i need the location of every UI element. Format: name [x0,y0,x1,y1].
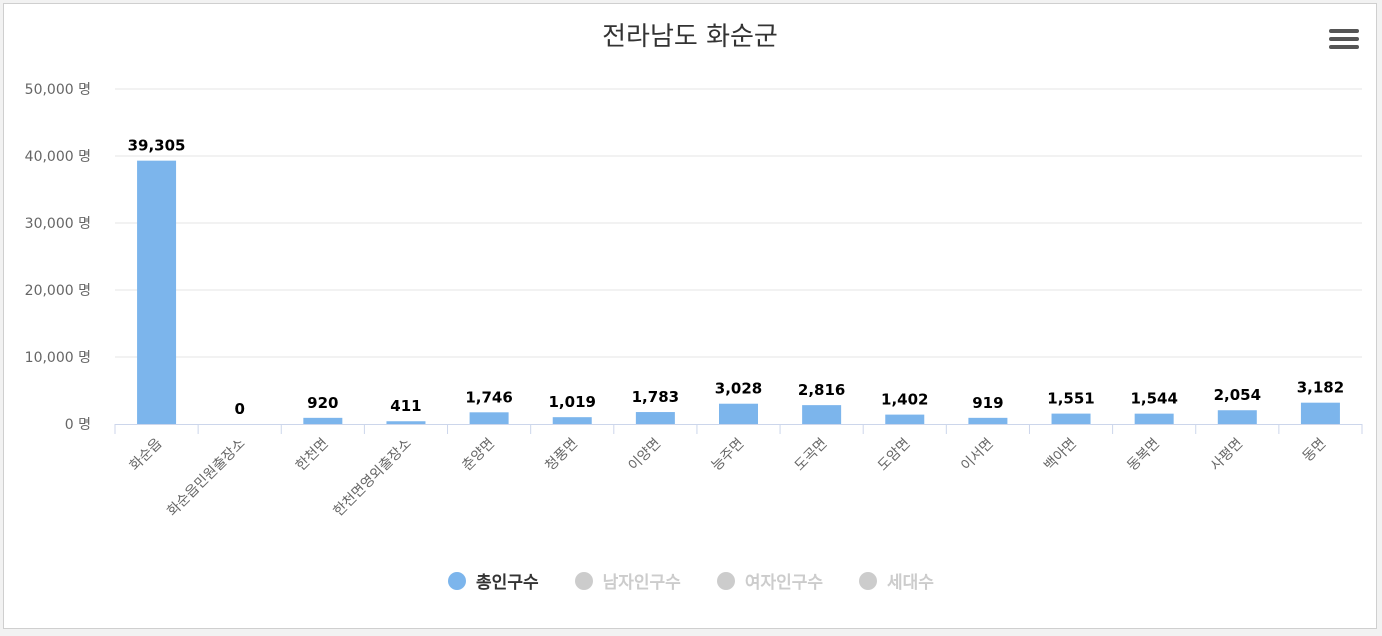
bar [968,417,1008,424]
data-label: 1,783 [632,388,679,406]
legend-item-female-population[interactable]: 여자인구수 [716,568,824,593]
chart-legend: 총인구수 남자인구수 여자인구수 세대수 [0,568,1382,593]
bar [1217,410,1257,424]
legend-label: 여자인구수 [744,573,824,593]
x-tick-label: 한천면 [293,436,332,475]
x-tick-label: 화순읍민원출장소 [164,435,248,519]
data-label: 411 [390,397,421,415]
data-label: 1,746 [465,388,512,406]
bar [469,412,509,424]
data-label: 2,054 [1214,386,1261,404]
x-tick-label: 동면 [1300,436,1330,466]
x-tick-label: 화순읍 [127,435,166,474]
legend-marker [859,571,878,590]
data-label: 3,028 [715,380,762,398]
bar [1300,402,1340,424]
x-tick-label: 동복면 [1124,436,1163,475]
x-tick-label: 한천면영외출장소 [331,435,415,519]
legend-item-male-population[interactable]: 남자인구수 [574,568,681,593]
bar [552,417,592,424]
data-label: 919 [972,394,1003,412]
bar [303,417,343,424]
bar [635,412,675,424]
y-tick-label: 40,000 명 [25,149,91,165]
bar [802,405,842,424]
bar [719,403,758,424]
y-tick-label: 50,000 명 [25,82,91,98]
x-tick-label: 이양면 [626,436,665,475]
data-label: 2,816 [798,381,845,399]
bar [1051,413,1091,424]
chart-container: 전라남도 화순군 [3,3,1377,629]
x-tick-label: 도곡면 [792,436,831,475]
legend-marker [448,571,467,590]
x-tick-label: 사평면 [1207,436,1246,475]
data-label: 1,402 [881,391,928,409]
data-label: 0 [234,400,244,418]
data-label: 1,019 [549,393,596,411]
y-tick-label: 20,000 명 [25,283,91,299]
x-tick-label: 능주면 [709,436,748,475]
x-tick-label: 춘양면 [459,436,498,475]
y-tick-label: 0 명 [65,417,91,433]
x-tick-label: 이서면 [958,436,997,475]
chart-title: 전라남도 화순군 [602,22,778,52]
data-label: 1,551 [1047,390,1094,408]
legend-marker [574,571,593,590]
legend-marker [716,571,735,590]
hamburger-menu-icon[interactable] [1329,29,1359,55]
bar [386,421,426,424]
legend-item-total-population[interactable]: 총인구수 [448,568,539,593]
data-label: 3,182 [1297,379,1344,397]
bar [885,414,925,424]
bar [1134,413,1174,424]
data-label: 1,544 [1130,390,1177,408]
x-tick-label: 청풍면 [542,436,581,475]
x-tick-label: 도암면 [875,436,914,475]
bar-chart: 0 명 10,000 명 20,000 명 30,000 명 40,000 명 50,00… [25,82,1363,520]
bar [137,160,177,424]
legend-item-households[interactable]: 세대수 [859,568,934,593]
legend-label: 남자인구수 [602,573,681,593]
y-tick-label: 10,000 명 [25,350,91,366]
y-tick-label: 30,000 명 [25,216,91,232]
legend-label: 세대수 [887,573,934,593]
x-tick-label: 백아면 [1041,436,1080,475]
data-label: 920 [307,394,338,412]
data-label: 39,305 [128,137,186,155]
legend-label: 총인구수 [476,573,539,593]
